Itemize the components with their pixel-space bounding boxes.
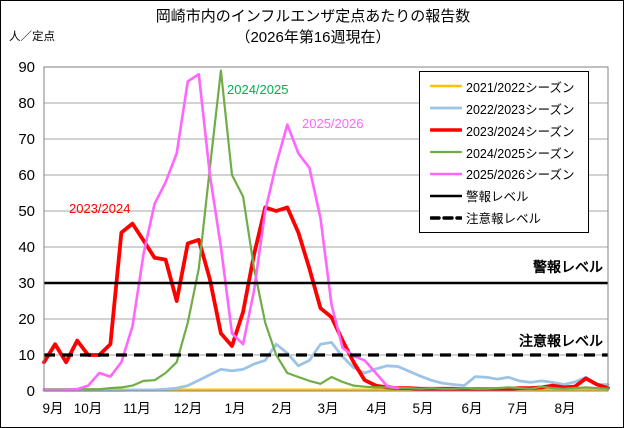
- legend-label-3: 2024/2025シーズン: [466, 146, 575, 161]
- chart-subtitle: （2026年第16週現在）: [235, 29, 391, 46]
- legend-line-sample-1: [429, 99, 463, 117]
- x-tick-7: 3月: [317, 401, 339, 416]
- legend-line-sample-0: [429, 77, 463, 95]
- legend-item-1: 2022/2023シーズン: [429, 99, 588, 118]
- x-tick-5: 1月: [224, 401, 246, 416]
- y-tick-60: 60: [18, 166, 35, 184]
- x-tick-4: 12月: [173, 401, 203, 416]
- legend-line-sample-2: [429, 121, 463, 139]
- y-tick-90: 90: [18, 58, 35, 76]
- x-tick-2: 10月: [73, 401, 103, 416]
- y-tick-30: 30: [18, 274, 35, 292]
- legend-line-sample-4: [429, 165, 463, 183]
- series-line-1: [42, 340, 610, 392]
- legend-label-5: 警報レベル: [466, 190, 529, 205]
- y-tick-0: 0: [26, 382, 35, 400]
- plot-border: [43, 66, 609, 392]
- legend-label-6: 注意報レベル: [466, 212, 542, 227]
- x-tick-3: 11月: [123, 401, 151, 416]
- legend-item-6: 注意報レベル: [429, 208, 588, 227]
- legend-item-2: 2023/2024シーズン: [429, 121, 588, 140]
- legend-item-0: 2021/2022シーズン: [429, 77, 588, 96]
- legend-line-sample-5: [429, 187, 463, 205]
- legend-item-5: 警報レベル: [429, 186, 588, 205]
- annotation-1: 2024/2025: [227, 82, 289, 97]
- y-tick-70: 70: [18, 130, 35, 148]
- legend-label-2: 2023/2024シーズン: [466, 124, 575, 139]
- legend-label-4: 2025/2026シーズン: [466, 168, 575, 183]
- chart-title: 岡崎市内のインフルエンザ定点あたりの報告数: [155, 8, 471, 25]
- annotation-0: 2023/2024: [69, 201, 131, 216]
- annotation-3: 警報レベル: [533, 259, 603, 275]
- x-tick-9: 5月: [412, 401, 434, 416]
- legend-box: 2021/2022シーズン 2022/2023シーズン 2023/2024シーズン 2…: [419, 71, 589, 233]
- x-tick-12: 8月: [554, 401, 576, 416]
- annotation-2: 2025/2026: [302, 116, 364, 131]
- x-tick-6: 2月: [271, 401, 293, 416]
- legend-label-1: 2022/2023シーズン: [466, 102, 575, 117]
- x-tick-1: 9月: [42, 401, 64, 416]
- y-axis-unit-label: 人／定点: [9, 31, 55, 43]
- x-tick-8: 4月: [366, 401, 388, 416]
- legend-item-3: 2024/2025シーズン: [429, 143, 588, 162]
- series-line-2: [42, 205, 610, 392]
- x-tick-11: 7月: [507, 401, 529, 416]
- y-tick-40: 40: [18, 238, 35, 256]
- legend-line-sample-6: [429, 209, 463, 227]
- legend-label-0: 2021/2022シーズン: [466, 80, 575, 95]
- x-tick-10: 6月: [461, 401, 483, 416]
- series-line-4: [42, 72, 400, 392]
- y-tick-50: 50: [18, 202, 35, 220]
- y-tick-80: 80: [18, 94, 35, 112]
- legend-item-4: 2025/2026シーズン: [429, 164, 588, 183]
- legend-line-sample-3: [429, 143, 463, 161]
- y-tick-20: 20: [18, 310, 35, 328]
- y-tick-10: 10: [18, 346, 35, 364]
- series-line-3: [42, 69, 610, 391]
- annotation-4: 注意報レベル: [519, 333, 603, 349]
